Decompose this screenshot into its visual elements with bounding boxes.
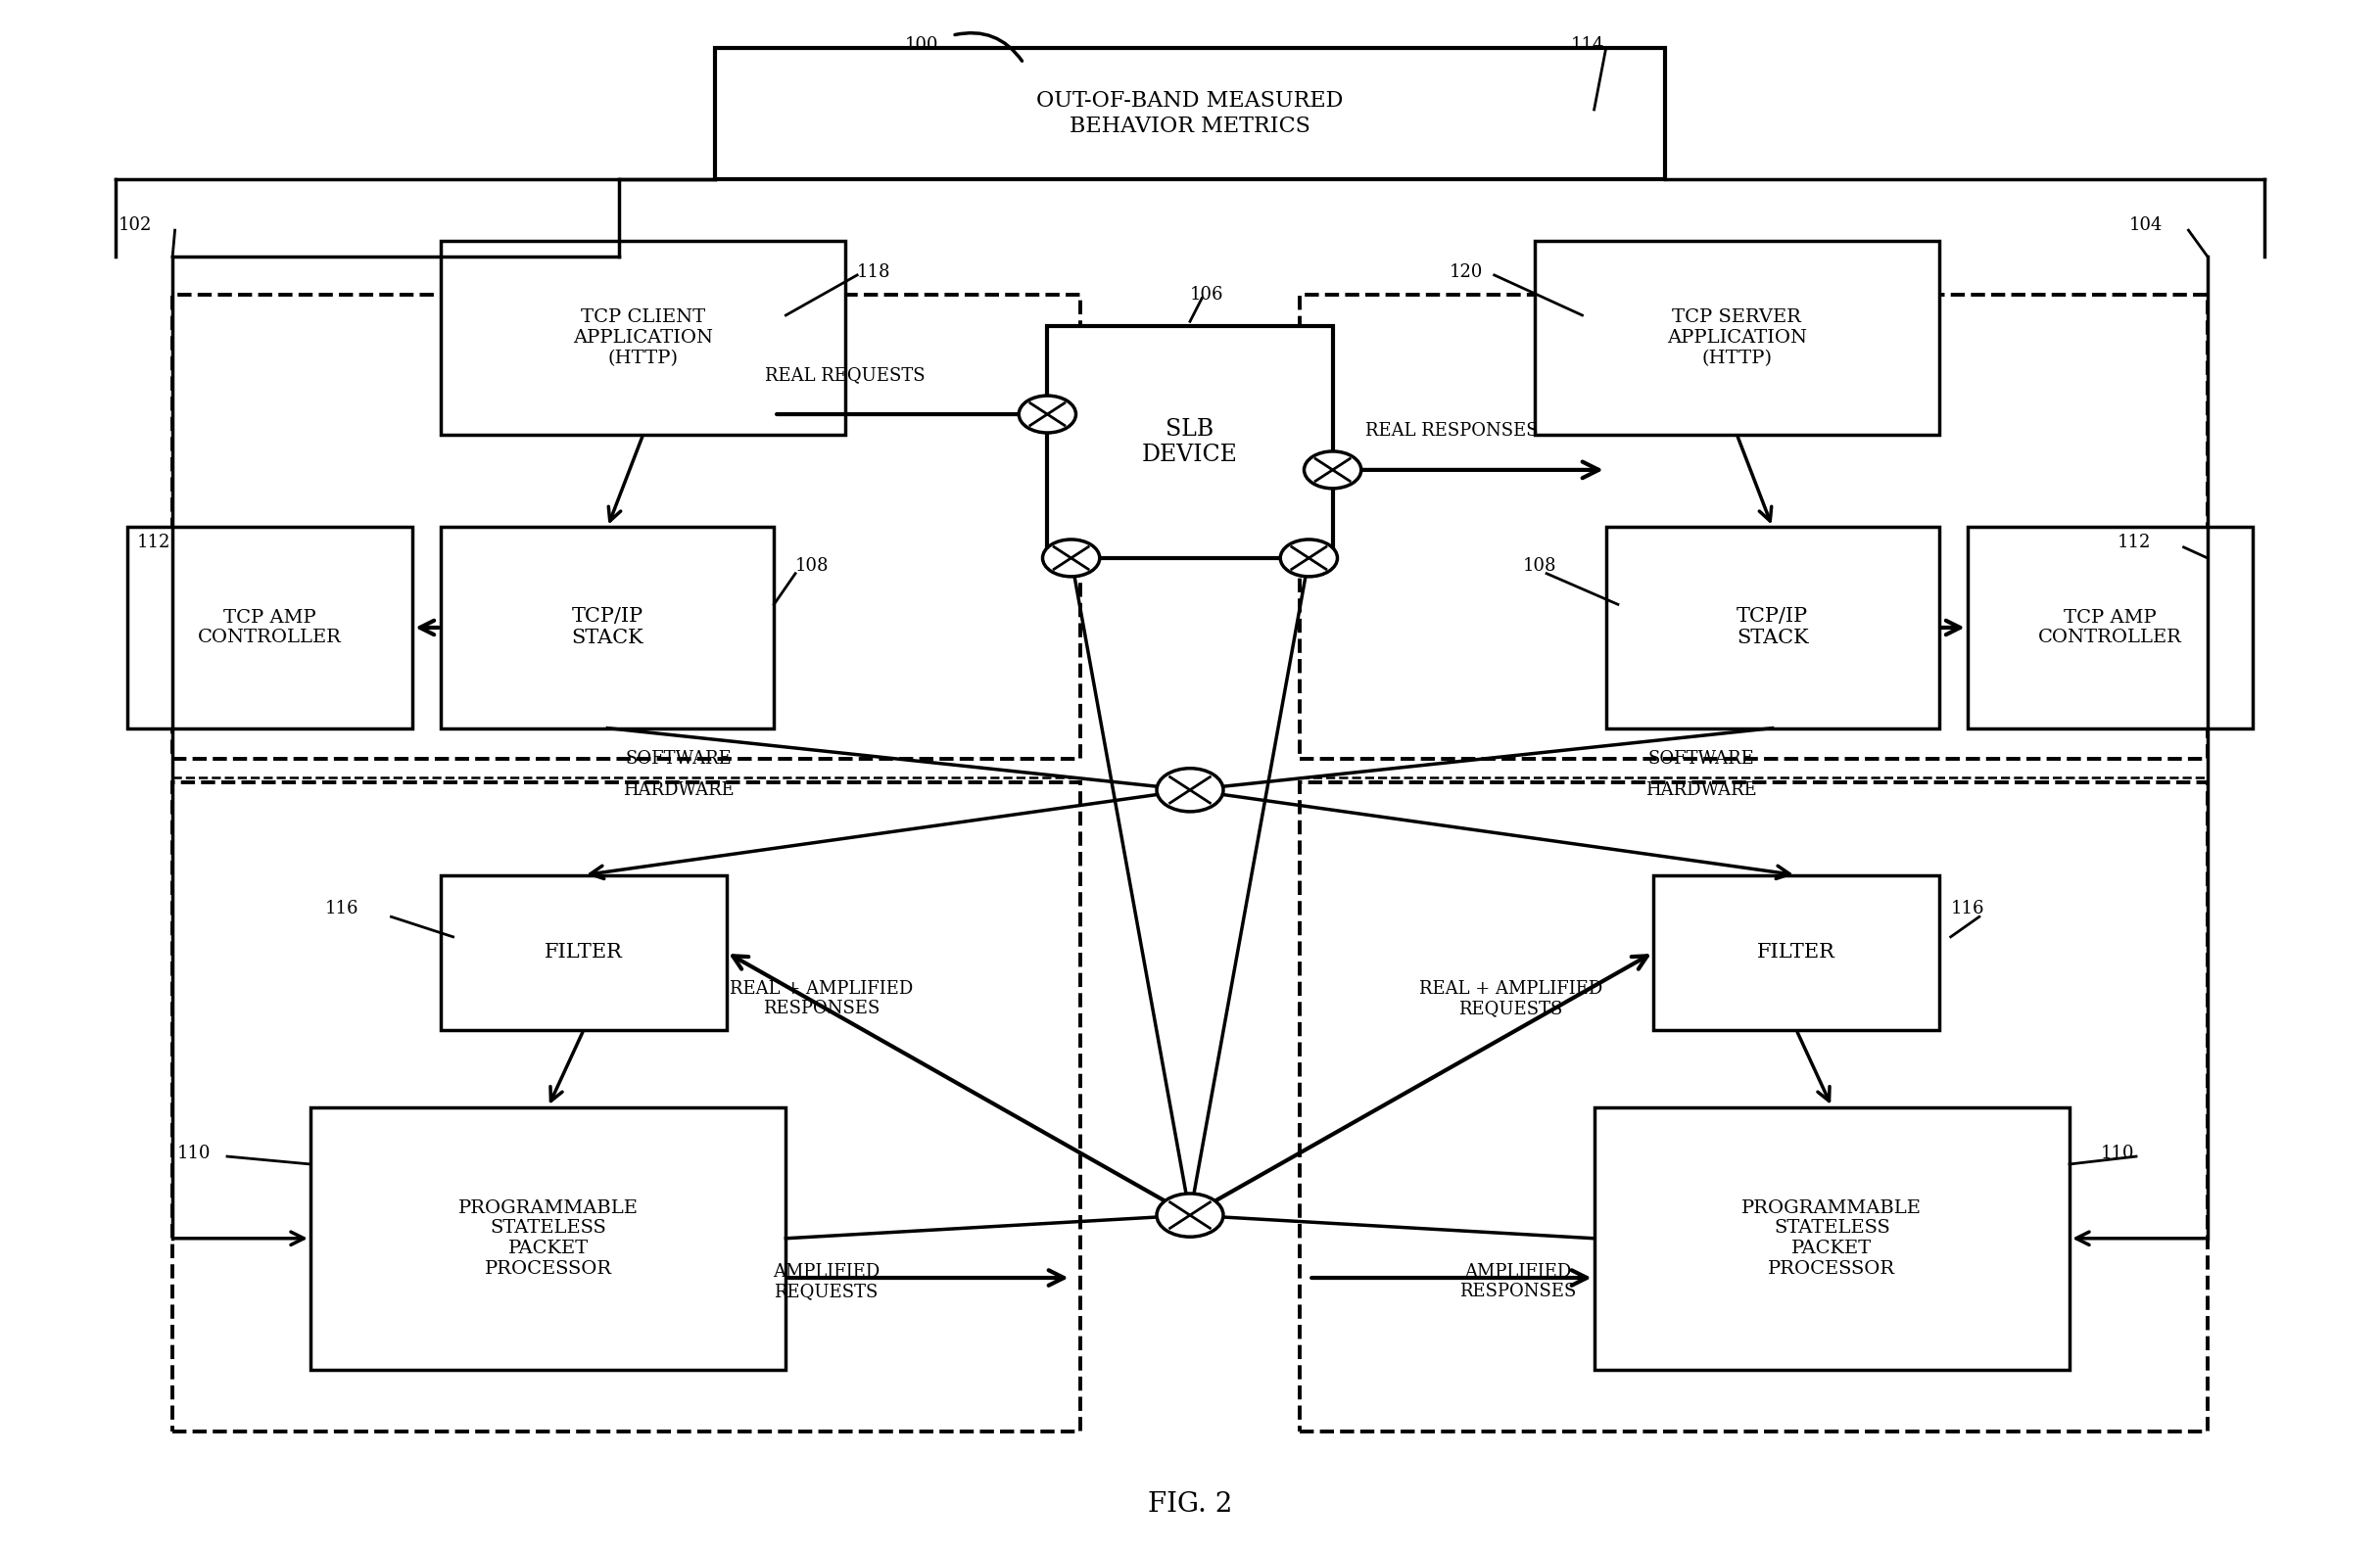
Text: PROGRAMMABLE
STATELESS
PACKET
PROCESSOR: PROGRAMMABLE STATELESS PACKET PROCESSOR (457, 1199, 638, 1278)
Text: FILTER: FILTER (1756, 943, 1835, 962)
Circle shape (1304, 451, 1361, 488)
FancyBboxPatch shape (714, 48, 1666, 180)
Text: SLB
DEVICE: SLB DEVICE (1142, 418, 1238, 466)
Text: 110: 110 (176, 1145, 212, 1162)
Text: 100: 100 (904, 36, 938, 54)
Circle shape (1019, 395, 1076, 432)
Circle shape (1042, 539, 1100, 576)
Circle shape (1157, 768, 1223, 812)
Text: REAL + AMPLIFIED
RESPONSES: REAL + AMPLIFIED RESPONSES (731, 979, 914, 1018)
Text: HARDWARE: HARDWARE (624, 781, 735, 799)
Text: 104: 104 (2130, 217, 2163, 234)
Text: REAL + AMPLIFIED
REQUESTS: REAL + AMPLIFIED REQUESTS (1418, 979, 1602, 1018)
Text: 116: 116 (1952, 900, 1985, 919)
FancyBboxPatch shape (309, 1108, 785, 1369)
Text: REAL REQUESTS: REAL REQUESTS (764, 367, 926, 384)
Text: SOFTWARE: SOFTWARE (626, 750, 733, 768)
FancyBboxPatch shape (1047, 327, 1333, 558)
FancyBboxPatch shape (440, 875, 726, 1030)
Text: HARDWARE: HARDWARE (1645, 781, 1756, 799)
FancyBboxPatch shape (129, 527, 412, 728)
Text: 114: 114 (1571, 36, 1604, 54)
FancyBboxPatch shape (1654, 875, 1940, 1030)
Text: FILTER: FILTER (545, 943, 624, 962)
Text: 110: 110 (2102, 1145, 2135, 1162)
Circle shape (1280, 539, 1338, 576)
Text: PROGRAMMABLE
STATELESS
PACKET
PROCESSOR: PROGRAMMABLE STATELESS PACKET PROCESSOR (1742, 1199, 1923, 1278)
FancyBboxPatch shape (440, 527, 774, 728)
Text: FIG. 2: FIG. 2 (1147, 1492, 1233, 1518)
FancyBboxPatch shape (1968, 527, 2251, 728)
Text: TCP AMP
CONTROLLER: TCP AMP CONTROLLER (2037, 609, 2182, 646)
Text: REAL RESPONSES: REAL RESPONSES (1366, 423, 1537, 440)
Text: SOFTWARE: SOFTWARE (1647, 750, 1754, 768)
Text: TCP/IP
STACK: TCP/IP STACK (571, 607, 643, 647)
Text: AMPLIFIED
REQUESTS: AMPLIFIED REQUESTS (774, 1262, 881, 1301)
Text: TCP AMP
CONTROLLER: TCP AMP CONTROLLER (198, 609, 343, 646)
Text: 106: 106 (1190, 287, 1223, 304)
Text: 116: 116 (324, 900, 359, 919)
Text: 120: 120 (1449, 263, 1483, 280)
Text: 112: 112 (138, 534, 171, 551)
Text: TCP/IP
STACK: TCP/IP STACK (1737, 607, 1809, 647)
Text: TCP CLIENT
APPLICATION
(HTTP): TCP CLIENT APPLICATION (HTTP) (574, 308, 714, 367)
Circle shape (1157, 1194, 1223, 1236)
Text: 102: 102 (119, 217, 152, 234)
FancyBboxPatch shape (1535, 242, 1940, 434)
FancyBboxPatch shape (1606, 527, 1940, 728)
FancyBboxPatch shape (440, 242, 845, 434)
Text: 118: 118 (857, 263, 890, 280)
Text: 108: 108 (795, 558, 828, 575)
Text: 108: 108 (1523, 558, 1557, 575)
Text: OUT-OF-BAND MEASURED
BEHAVIOR METRICS: OUT-OF-BAND MEASURED BEHAVIOR METRICS (1038, 90, 1342, 136)
Text: TCP SERVER
APPLICATION
(HTTP): TCP SERVER APPLICATION (HTTP) (1666, 308, 1806, 367)
Text: AMPLIFIED
RESPONSES: AMPLIFIED RESPONSES (1459, 1262, 1576, 1301)
Text: 112: 112 (2118, 534, 2152, 551)
FancyBboxPatch shape (1595, 1108, 2071, 1369)
